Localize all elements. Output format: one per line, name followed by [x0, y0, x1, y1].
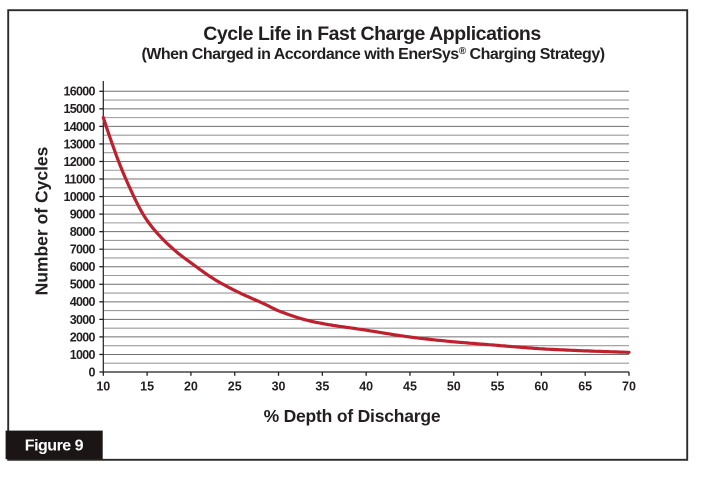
svg-text:50: 50 [447, 379, 461, 393]
svg-text:70: 70 [622, 379, 636, 393]
svg-text:9000: 9000 [70, 208, 96, 222]
svg-text:20: 20 [184, 379, 198, 393]
svg-text:16000: 16000 [64, 85, 96, 99]
svg-text:1000: 1000 [70, 348, 96, 362]
svg-text:% Depth of Discharge: % Depth of Discharge [264, 406, 441, 426]
svg-text:(When Charged in Accordance wi: (When Charged in Accordance with EnerSys… [141, 46, 604, 63]
svg-text:10: 10 [96, 379, 110, 393]
svg-text:60: 60 [534, 379, 548, 393]
svg-text:14000: 14000 [64, 120, 96, 134]
svg-text:45: 45 [403, 379, 417, 393]
svg-text:4000: 4000 [70, 295, 96, 309]
svg-text:30: 30 [272, 379, 286, 393]
svg-text:40: 40 [359, 379, 373, 393]
svg-text:Cycle Life in Fast Charge Appl: Cycle Life in Fast Charge Applications [203, 23, 541, 45]
svg-text:Figure 9: Figure 9 [25, 438, 84, 455]
svg-text:25: 25 [228, 379, 242, 393]
svg-text:65: 65 [578, 379, 592, 393]
svg-text:35: 35 [315, 379, 329, 393]
svg-text:15: 15 [140, 379, 154, 393]
svg-text:55: 55 [491, 379, 505, 393]
svg-text:15000: 15000 [64, 102, 96, 116]
svg-text:12000: 12000 [64, 155, 96, 169]
svg-text:6000: 6000 [70, 260, 96, 274]
svg-text:2000: 2000 [70, 330, 96, 344]
svg-text:5000: 5000 [70, 278, 96, 292]
svg-text:13000: 13000 [64, 137, 96, 151]
svg-text:8000: 8000 [70, 225, 96, 239]
svg-text:3000: 3000 [70, 313, 96, 327]
svg-text:Number of Cycles: Number of Cycles [32, 146, 52, 295]
svg-text:10000: 10000 [64, 190, 96, 204]
svg-text:0: 0 [89, 365, 96, 379]
svg-text:11000: 11000 [64, 172, 95, 186]
svg-text:7000: 7000 [70, 243, 96, 257]
